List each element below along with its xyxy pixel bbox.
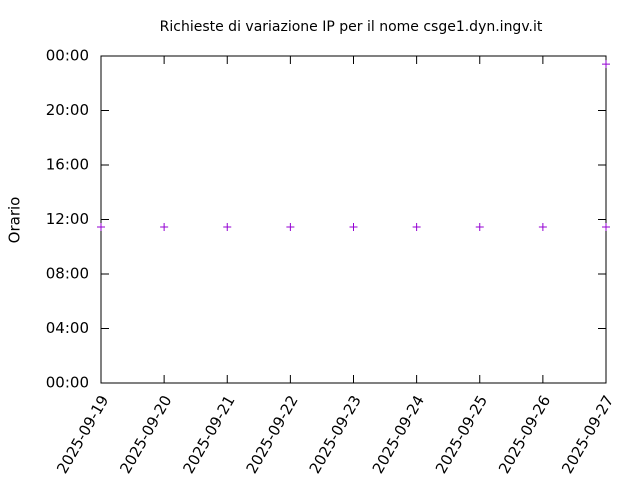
y-tick-label: 00:00 <box>46 47 89 65</box>
point <box>286 222 295 231</box>
x-tick-label: 2025-09-19 <box>53 392 112 477</box>
y-tick-label: 16:00 <box>46 156 89 174</box>
x-tick-label: 2025-09-20 <box>116 392 175 477</box>
x-tick-label: 2025-09-24 <box>369 392 428 477</box>
point <box>475 222 484 231</box>
y-axis-label: Orario <box>6 197 24 244</box>
point <box>602 60 610 69</box>
y-tick-label: 12:00 <box>46 210 89 228</box>
x-tick-label: 2025-09-25 <box>432 392 491 477</box>
y-tick-label: 00:00 <box>46 374 89 392</box>
x-tick-label: 2025-09-22 <box>243 392 302 477</box>
point <box>412 222 421 231</box>
y-tick-label: 20:00 <box>46 101 89 119</box>
x-tick-label: 2025-09-27 <box>558 392 617 477</box>
point <box>223 222 232 231</box>
x-tick-label: 2025-09-26 <box>495 392 554 477</box>
y-tick-label: 04:00 <box>46 319 89 337</box>
x-tick-label: 2025-09-21 <box>179 392 238 477</box>
plot-border <box>100 55 607 384</box>
point <box>97 222 105 231</box>
point <box>349 222 358 231</box>
point <box>602 222 610 231</box>
point <box>538 222 547 231</box>
y-tick-label: 08:00 <box>46 265 89 283</box>
x-tick-label: 2025-09-23 <box>306 392 365 477</box>
point <box>160 222 169 231</box>
chart-title: Richieste di variazione IP per il nome c… <box>160 19 543 35</box>
